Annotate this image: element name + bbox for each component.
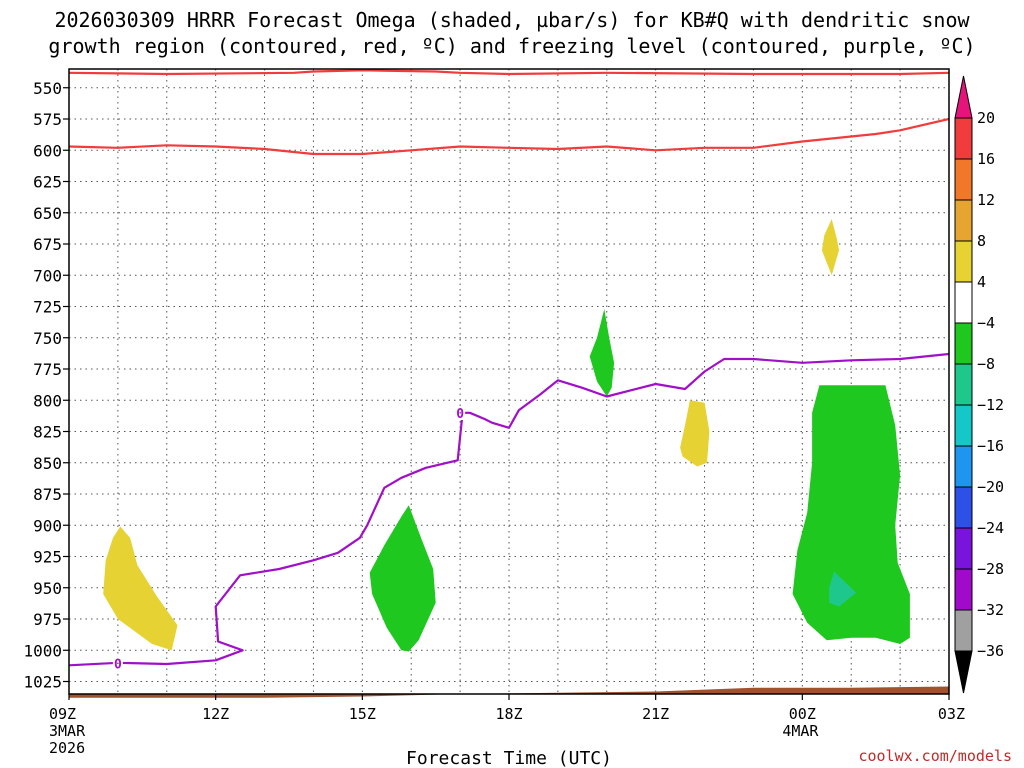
y-axis-ticks: 550 575 600 625 650 675 700 725 750 775 800 825 850 8… bbox=[23, 79, 69, 692]
colorbar-segment bbox=[954, 117, 973, 160]
chart-title-line-2: growth region (contoured, red, ºC) and f… bbox=[48, 34, 975, 58]
colorbar-bottom-arrow bbox=[954, 650, 973, 694]
colorbar-segment bbox=[954, 568, 973, 611]
y-tick-label: 875 bbox=[33, 485, 62, 504]
y-tick-label: 825 bbox=[33, 423, 62, 442]
colorbar-top-arrow bbox=[954, 75, 973, 119]
colorbar-segment bbox=[954, 404, 973, 447]
x-tick-label: 15Z bbox=[349, 705, 376, 723]
colorbar-segment bbox=[954, 609, 973, 652]
y-tick-label: 850 bbox=[33, 454, 62, 473]
omega-region bbox=[369, 505, 436, 652]
colorbar: 20 16 12 8 4 −4 −8 −12 −16 −20 −24 −28 −32 −36 bbox=[954, 75, 1004, 694]
colorbar-label: 20 bbox=[977, 109, 995, 127]
y-tick-label: 650 bbox=[33, 204, 62, 223]
y-tick-label: 900 bbox=[33, 516, 62, 535]
contour-line bbox=[69, 117, 949, 156]
x-axis-label: Forecast Time (UTC) bbox=[406, 748, 612, 768]
y-tick-label: 750 bbox=[33, 329, 62, 348]
omega-region bbox=[103, 526, 178, 651]
colorbar-segment bbox=[954, 486, 973, 529]
omega-region bbox=[680, 400, 710, 467]
x-tick-label: 21Z bbox=[642, 705, 669, 723]
colorbar-label: −24 bbox=[977, 519, 1004, 537]
omega-region bbox=[829, 571, 857, 607]
x-tick-label: 00Z bbox=[789, 705, 816, 723]
x-tick-label: 03Z bbox=[938, 705, 965, 723]
colorbar-label: −16 bbox=[977, 437, 1004, 455]
contour-label-bg bbox=[112, 656, 123, 671]
y-tick-label: 550 bbox=[33, 79, 62, 98]
colorbar-label: 12 bbox=[977, 191, 995, 209]
colorbar-label: −20 bbox=[977, 478, 1004, 496]
omega-region bbox=[792, 385, 910, 644]
y-tick-label: 575 bbox=[33, 110, 62, 129]
colorbar-segment bbox=[954, 158, 973, 201]
chart-title-line-1: 2026030309 HRRR Forecast Omega (shaded, … bbox=[54, 8, 970, 32]
colorbar-label: 16 bbox=[977, 150, 995, 168]
terrain-layer bbox=[69, 686, 949, 698]
colorbar-label: −12 bbox=[977, 396, 1004, 414]
colorbar-segment bbox=[954, 322, 973, 365]
contour-label: 0 bbox=[114, 658, 122, 673]
y-tick-label: 950 bbox=[33, 579, 62, 598]
contour-lines: 00 bbox=[69, 69, 949, 673]
colorbar-label: 8 bbox=[977, 232, 986, 250]
y-tick-label: 925 bbox=[33, 548, 62, 567]
omega-region bbox=[821, 219, 839, 276]
colorbar-label: −36 bbox=[977, 642, 1004, 660]
contour-label: 0 bbox=[456, 407, 464, 422]
colorbar-segment bbox=[954, 363, 973, 406]
y-tick-label: 625 bbox=[33, 173, 62, 192]
x-tick-year: 2026 bbox=[49, 739, 85, 757]
grid-lines bbox=[69, 69, 949, 694]
y-tick-label: 725 bbox=[33, 298, 62, 317]
terrain-fill bbox=[69, 686, 949, 698]
y-tick-label: 1025 bbox=[23, 673, 62, 692]
contour-line bbox=[69, 352, 949, 667]
colorbar-segment bbox=[954, 445, 973, 488]
y-tick-label: 775 bbox=[33, 360, 62, 379]
credit-text: coolwx.com/models bbox=[858, 747, 1012, 765]
x-tick-date: 4MAR bbox=[782, 722, 819, 740]
x-tick-date: 3MAR bbox=[49, 722, 86, 740]
omega-shaded-regions bbox=[103, 219, 910, 652]
x-tick-label: 12Z bbox=[202, 705, 229, 723]
x-tick-label: 09Z bbox=[49, 705, 76, 723]
y-tick-label: 600 bbox=[33, 141, 62, 160]
y-tick-label: 700 bbox=[33, 266, 62, 285]
omega-region bbox=[589, 309, 615, 397]
x-tick-label: 18Z bbox=[495, 705, 522, 723]
colorbar-label: −32 bbox=[977, 601, 1004, 619]
contour-label-bg bbox=[455, 406, 466, 420]
y-tick-label: 800 bbox=[33, 391, 62, 410]
y-tick-label: 675 bbox=[33, 235, 62, 254]
colorbar-label: 4 bbox=[977, 273, 986, 291]
y-tick-label: 1000 bbox=[23, 641, 62, 660]
colorbar-label: −28 bbox=[977, 560, 1004, 578]
colorbar-segment bbox=[954, 281, 973, 324]
colorbar-segment bbox=[954, 199, 973, 242]
contour-line bbox=[69, 69, 949, 76]
colorbar-label: −4 bbox=[977, 314, 995, 332]
colorbar-segment bbox=[954, 527, 973, 570]
colorbar-segment bbox=[954, 240, 973, 283]
colorbar-label: −8 bbox=[977, 355, 995, 373]
y-tick-label: 975 bbox=[33, 610, 62, 629]
